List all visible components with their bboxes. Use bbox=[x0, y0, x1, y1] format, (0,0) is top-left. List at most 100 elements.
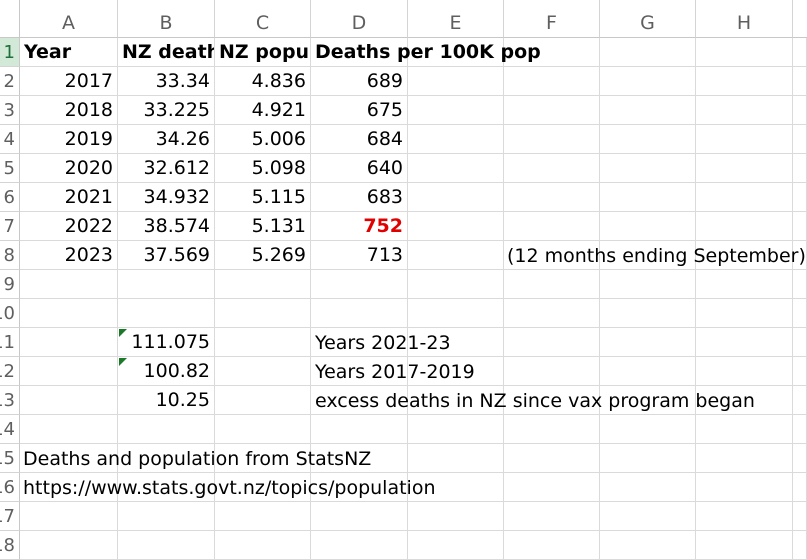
column-header-d[interactable]: D bbox=[311, 0, 408, 38]
grid-cell[interactable] bbox=[793, 328, 807, 357]
cell-b1-nz-deaths-header[interactable]: NZ deaths bbox=[118, 38, 215, 67]
grid-cell[interactable] bbox=[696, 531, 793, 560]
grid-cell[interactable] bbox=[118, 531, 215, 560]
grid-cell[interactable] bbox=[696, 96, 793, 125]
label-years-2017-2019[interactable]: Years 2017-2019 bbox=[315, 360, 475, 383]
grid-cell[interactable] bbox=[118, 270, 215, 299]
grid-cell[interactable] bbox=[408, 531, 504, 560]
grid-cell[interactable] bbox=[408, 212, 504, 241]
grid-cell[interactable] bbox=[311, 531, 408, 560]
row-header-9[interactable]: 9 bbox=[0, 270, 20, 299]
grid-cell[interactable] bbox=[793, 473, 807, 502]
grid-cell[interactable] bbox=[793, 531, 807, 560]
column-header-c[interactable]: C bbox=[215, 0, 311, 38]
grid-cell[interactable] bbox=[20, 502, 118, 531]
grid-cell[interactable] bbox=[215, 386, 311, 415]
grid-cell[interactable] bbox=[504, 415, 600, 444]
grid-cell[interactable] bbox=[600, 328, 696, 357]
grid-cell[interactable] bbox=[600, 531, 696, 560]
column-header-b[interactable]: B bbox=[118, 0, 215, 38]
row-header-3[interactable]: 3 bbox=[0, 96, 20, 125]
cell-per-100k[interactable]: 689 bbox=[311, 67, 408, 96]
cell-per-100k[interactable]: 683 bbox=[311, 183, 408, 212]
row-header-4[interactable]: 4 bbox=[0, 125, 20, 154]
cell-deaths[interactable]: 38.574 bbox=[118, 212, 215, 241]
grid-cell[interactable] bbox=[504, 212, 600, 241]
grid-cell[interactable] bbox=[504, 444, 600, 473]
grid-cell[interactable] bbox=[696, 212, 793, 241]
grid-cell[interactable] bbox=[311, 270, 408, 299]
column-header-e[interactable]: E bbox=[408, 0, 504, 38]
grid-cell[interactable] bbox=[504, 67, 600, 96]
grid-cell[interactable] bbox=[408, 415, 504, 444]
column-header-a[interactable]: A bbox=[20, 0, 118, 38]
grid-cell[interactable] bbox=[408, 125, 504, 154]
row-header-7[interactable]: 7 bbox=[0, 212, 20, 241]
cell-population[interactable]: 5.115 bbox=[215, 183, 311, 212]
grid-cell[interactable] bbox=[600, 444, 696, 473]
row-header-12[interactable]: 12 bbox=[0, 357, 20, 386]
grid-cell[interactable] bbox=[408, 502, 504, 531]
row-header-17[interactable]: 17 bbox=[0, 502, 20, 531]
cell-population[interactable]: 5.269 bbox=[215, 241, 311, 270]
grid-cell[interactable] bbox=[696, 473, 793, 502]
grid-cell[interactable] bbox=[600, 502, 696, 531]
grid-cell[interactable] bbox=[311, 502, 408, 531]
grid-cell[interactable] bbox=[20, 473, 118, 502]
cell-excess-deaths[interactable]: 10.25 bbox=[118, 386, 215, 415]
grid-cell[interactable] bbox=[504, 299, 600, 328]
grid-cell[interactable] bbox=[118, 415, 215, 444]
row-header-10[interactable]: 10 bbox=[0, 299, 20, 328]
grid-cell[interactable] bbox=[504, 357, 600, 386]
grid-cell[interactable] bbox=[311, 415, 408, 444]
cell-per-100k[interactable]: 713 bbox=[311, 241, 408, 270]
source-description[interactable]: Deaths and population from StatsNZ bbox=[23, 447, 372, 470]
grid-cell[interactable] bbox=[408, 357, 504, 386]
grid-cell[interactable] bbox=[215, 270, 311, 299]
grid-cell[interactable] bbox=[311, 444, 408, 473]
cell-d1-deaths-per-100k-header[interactable]: Deaths per 100K pop bbox=[311, 38, 541, 67]
grid-cell[interactable] bbox=[20, 386, 118, 415]
row-header-16[interactable]: 16 bbox=[0, 473, 20, 502]
grid-cell[interactable] bbox=[20, 415, 118, 444]
grid-cell[interactable] bbox=[600, 270, 696, 299]
grid-cell[interactable] bbox=[20, 299, 118, 328]
cell-population[interactable]: 4.836 bbox=[215, 67, 311, 96]
grid-cell[interactable] bbox=[20, 328, 118, 357]
column-header-f[interactable]: F bbox=[504, 0, 600, 38]
grid-cell[interactable] bbox=[20, 531, 118, 560]
grid-cell[interactable] bbox=[408, 299, 504, 328]
grid-cell[interactable] bbox=[311, 473, 408, 502]
cell-population[interactable]: 5.006 bbox=[215, 125, 311, 154]
grid-cell[interactable] bbox=[215, 299, 311, 328]
cell-sum-2017-2019[interactable]: 100.82 bbox=[118, 357, 215, 386]
cell-per-100k[interactable]: 640 bbox=[311, 154, 408, 183]
grid-cell[interactable] bbox=[600, 415, 696, 444]
cell-year[interactable]: 2021 bbox=[20, 183, 118, 212]
grid-cell[interactable] bbox=[793, 154, 807, 183]
row-header-15[interactable]: 15 bbox=[0, 444, 20, 473]
error-indicator-icon[interactable] bbox=[119, 358, 127, 366]
cell-year[interactable]: 2023 bbox=[20, 241, 118, 270]
grid-cell[interactable] bbox=[696, 38, 793, 67]
grid-cell[interactable] bbox=[408, 67, 504, 96]
grid-cell[interactable] bbox=[600, 473, 696, 502]
grid-cell[interactable] bbox=[696, 415, 793, 444]
cell-deaths[interactable]: 33.34 bbox=[118, 67, 215, 96]
grid-cell[interactable] bbox=[408, 386, 504, 415]
grid-cell[interactable] bbox=[504, 38, 600, 67]
cell-population[interactable]: 5.098 bbox=[215, 154, 311, 183]
row-header-14[interactable]: 14 bbox=[0, 415, 20, 444]
cell-deaths[interactable]: 37.569 bbox=[118, 241, 215, 270]
label-excess-deaths[interactable]: excess deaths in NZ since vax program be… bbox=[315, 389, 755, 412]
grid-cell[interactable] bbox=[600, 154, 696, 183]
grid-cell[interactable] bbox=[600, 241, 696, 270]
grid-cell[interactable] bbox=[793, 386, 807, 415]
grid-cell[interactable] bbox=[793, 125, 807, 154]
grid-cell[interactable] bbox=[600, 357, 696, 386]
grid-cell[interactable] bbox=[215, 473, 311, 502]
grid-cell[interactable] bbox=[118, 473, 215, 502]
grid-cell[interactable] bbox=[20, 270, 118, 299]
row-header-5[interactable]: 5 bbox=[0, 154, 20, 183]
grid-cell[interactable] bbox=[408, 154, 504, 183]
